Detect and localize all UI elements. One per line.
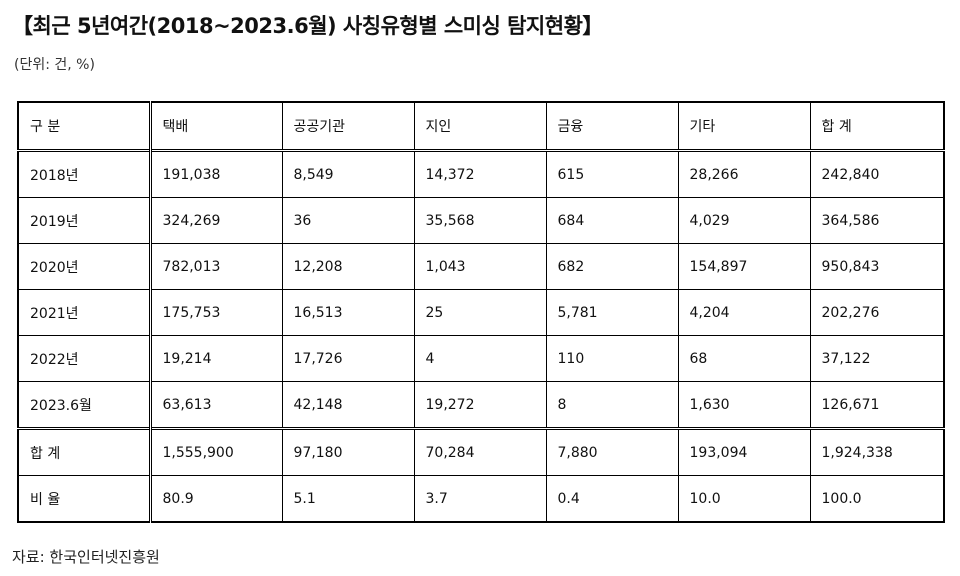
header-acquaintance: 지인 [413,101,547,151]
table-cell: 19,272 [413,381,547,429]
table-cell: 950,843 [809,243,945,290]
table-cell: 100.0 [809,475,945,523]
table-cell: 126,671 [809,381,945,429]
table-cell: 4,029 [677,197,811,244]
header-delivery: 택배 [149,101,283,151]
header-finance: 금융 [545,101,679,151]
table-cell: 7,880 [545,428,679,476]
row-label: 2022년 [17,335,152,382]
table-cell: 12,208 [281,243,415,290]
smishing-stats-table: 구 분 택배 공공기관 지인 금융 기타 합 계 2018년 191,038 8… [17,101,945,523]
page-title: 【최근 5년여간(2018~2023.6월) 사칭유형별 스미싱 탐지현황】 [12,14,603,38]
header-public-agency: 공공기관 [281,101,415,151]
table-cell: 4 [413,335,547,382]
header-other: 기타 [677,101,811,151]
table-cell: 10.0 [677,475,811,523]
row-label: 2021년 [17,289,152,336]
table-cell: 35,568 [413,197,547,244]
table-cell: 28,266 [677,150,811,198]
table-cell: 615 [545,150,679,198]
row-label: 2020년 [17,243,152,290]
table-cell: 154,897 [677,243,811,290]
header-total: 합 계 [809,101,945,151]
table-cell: 364,586 [809,197,945,244]
table-cell: 3.7 [413,475,547,523]
table-cell: 1,630 [677,381,811,429]
table-row: 2022년 19,214 17,726 4 110 68 37,122 [17,335,945,382]
row-label: 2018년 [17,150,152,198]
table-cell: 110 [545,335,679,382]
table-cell: 1,555,900 [149,428,283,476]
table-cell: 14,372 [413,150,547,198]
table-cell: 19,214 [149,335,283,382]
row-label: 2019년 [17,197,152,244]
header-row: 구 분 택배 공공기관 지인 금융 기타 합 계 [17,101,945,151]
table-cell: 8 [545,381,679,429]
table-cell: 42,148 [281,381,415,429]
table-cell: 193,094 [677,428,811,476]
table-row: 2021년 175,753 16,513 25 5,781 4,204 202,… [17,289,945,336]
table-cell: 1,043 [413,243,547,290]
table-cell: 191,038 [149,150,283,198]
table-cell: 684 [545,197,679,244]
table-cell: 5.1 [281,475,415,523]
table-cell: 8,549 [281,150,415,198]
row-label: 합 계 [17,428,152,476]
table-cell: 242,840 [809,150,945,198]
table-cell: 1,924,338 [809,428,945,476]
table-cell: 70,284 [413,428,547,476]
row-label: 2023.6월 [17,381,152,429]
table-row: 2020년 782,013 12,208 1,043 682 154,897 9… [17,243,945,290]
source-note: 자료: 한국인터넷진흥원 [12,548,160,566]
table-cell: 175,753 [149,289,283,336]
table-row: 2023.6월 63,613 42,148 19,272 8 1,630 126… [17,381,945,429]
row-label: 비 율 [17,475,152,523]
table-cell: 5,781 [545,289,679,336]
table-cell: 36 [281,197,415,244]
table-cell: 0.4 [545,475,679,523]
table-cell: 37,122 [809,335,945,382]
table-cell: 782,013 [149,243,283,290]
table-cell: 16,513 [281,289,415,336]
table-row: 2018년 191,038 8,549 14,372 615 28,266 24… [17,150,945,198]
table-cell: 97,180 [281,428,415,476]
table-cell: 63,613 [149,381,283,429]
table-cell: 17,726 [281,335,415,382]
total-row: 합 계 1,555,900 97,180 70,284 7,880 193,09… [17,428,945,476]
table-cell: 68 [677,335,811,382]
table-cell: 80.9 [149,475,283,523]
unit-note: (단위: 건, %) [14,57,95,73]
ratio-row: 비 율 80.9 5.1 3.7 0.4 10.0 100.0 [17,475,945,523]
table-cell: 4,204 [677,289,811,336]
table-row: 2019년 324,269 36 35,568 684 4,029 364,58… [17,197,945,244]
table-cell: 324,269 [149,197,283,244]
table-cell: 25 [413,289,547,336]
table-cell: 682 [545,243,679,290]
header-category: 구 분 [17,101,152,151]
table-cell: 202,276 [809,289,945,336]
